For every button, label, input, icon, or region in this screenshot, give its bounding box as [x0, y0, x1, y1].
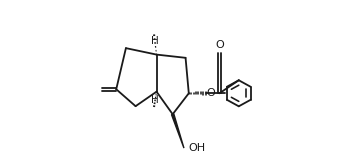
- Text: H: H: [151, 95, 159, 105]
- Text: H: H: [151, 36, 159, 46]
- Polygon shape: [171, 114, 184, 148]
- Text: O: O: [215, 40, 224, 50]
- Text: OH: OH: [188, 143, 205, 153]
- Text: O: O: [207, 88, 215, 98]
